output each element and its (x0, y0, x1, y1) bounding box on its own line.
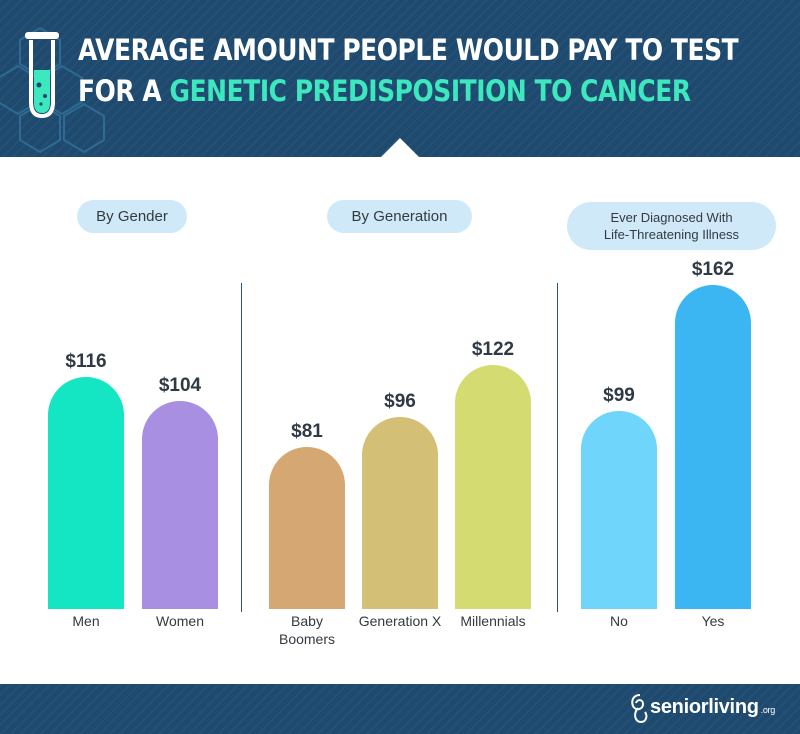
category-label-men: Men (72, 613, 99, 629)
group-label-diagnosed: Ever Diagnosed With Life-Threatening Ill… (567, 202, 776, 250)
bar-generation-x (362, 417, 438, 609)
bar-baby-boomers (269, 447, 345, 609)
group-divider-2 (557, 283, 558, 612)
category-label-women: Women (156, 613, 204, 629)
group-label-generation: By Generation (327, 200, 472, 233)
group-label-gender: By Gender (77, 200, 187, 233)
title-line-1: AVERAGE AMOUNT PEOPLE WOULD PAY TO TEST (78, 33, 739, 67)
group-label-diagnosed-line-1: Ever Diagnosed With (610, 210, 733, 225)
value-label-men: $116 (65, 351, 106, 372)
bar-men (48, 377, 124, 609)
footer-bar (0, 684, 800, 734)
category-label-line: Boomers (279, 631, 335, 647)
test-tube-icon (25, 32, 59, 119)
category-label-line: Baby (291, 613, 323, 629)
category-label-baby-boomers: Baby Boomers (279, 613, 335, 647)
value-label-millennials: $122 (472, 339, 514, 360)
brand-logo: seniorliving .org (650, 696, 775, 719)
title-highlight: GENETIC PREDISPOSITION TO CANCER (169, 74, 692, 108)
group-label-diagnosed-line-2: Life-Threatening Illness (603, 227, 740, 242)
value-label-women: $104 (159, 375, 202, 396)
bar-yes (675, 285, 751, 609)
senior-living-logo-icon (631, 694, 648, 724)
page-title: AVERAGE AMOUNT PEOPLE WOULD PAY TO TEST … (78, 30, 739, 112)
value-label-generation-x: $96 (384, 391, 416, 412)
bar-millennials (455, 365, 531, 609)
brand-name: seniorliving (650, 696, 759, 718)
category-label-yes: Yes (702, 613, 725, 629)
category-label-line: Generation X (359, 613, 442, 629)
value-label-no: $99 (603, 385, 635, 406)
title-line-2-prefix: FOR A (78, 74, 170, 108)
header-pointer (381, 138, 419, 157)
value-label-baby-boomers: $81 (291, 421, 323, 442)
value-label-yes: $162 (692, 259, 734, 280)
category-label-no: No (610, 613, 628, 629)
bar-no (581, 411, 657, 609)
category-label-line: Men (72, 613, 99, 629)
category-label-line: Millennials (460, 613, 525, 629)
title-line-2: FOR A GENETIC PREDISPOSITION TO CANCER (78, 71, 691, 112)
category-label-line: Women (156, 613, 204, 629)
header-banner (0, 0, 800, 157)
category-label-line: No (610, 613, 628, 629)
bar-women (142, 401, 218, 609)
category-label-line: Yes (702, 613, 725, 629)
bar-chart: $116 Men $104 Women $81 Baby Boomers $96 Generat… (48, 259, 751, 647)
group-divider-1 (241, 283, 242, 612)
brand-suffix: .org (760, 705, 776, 715)
category-label-generation-x: Generation X (359, 613, 442, 629)
category-label-millennials: Millennials (460, 613, 525, 629)
